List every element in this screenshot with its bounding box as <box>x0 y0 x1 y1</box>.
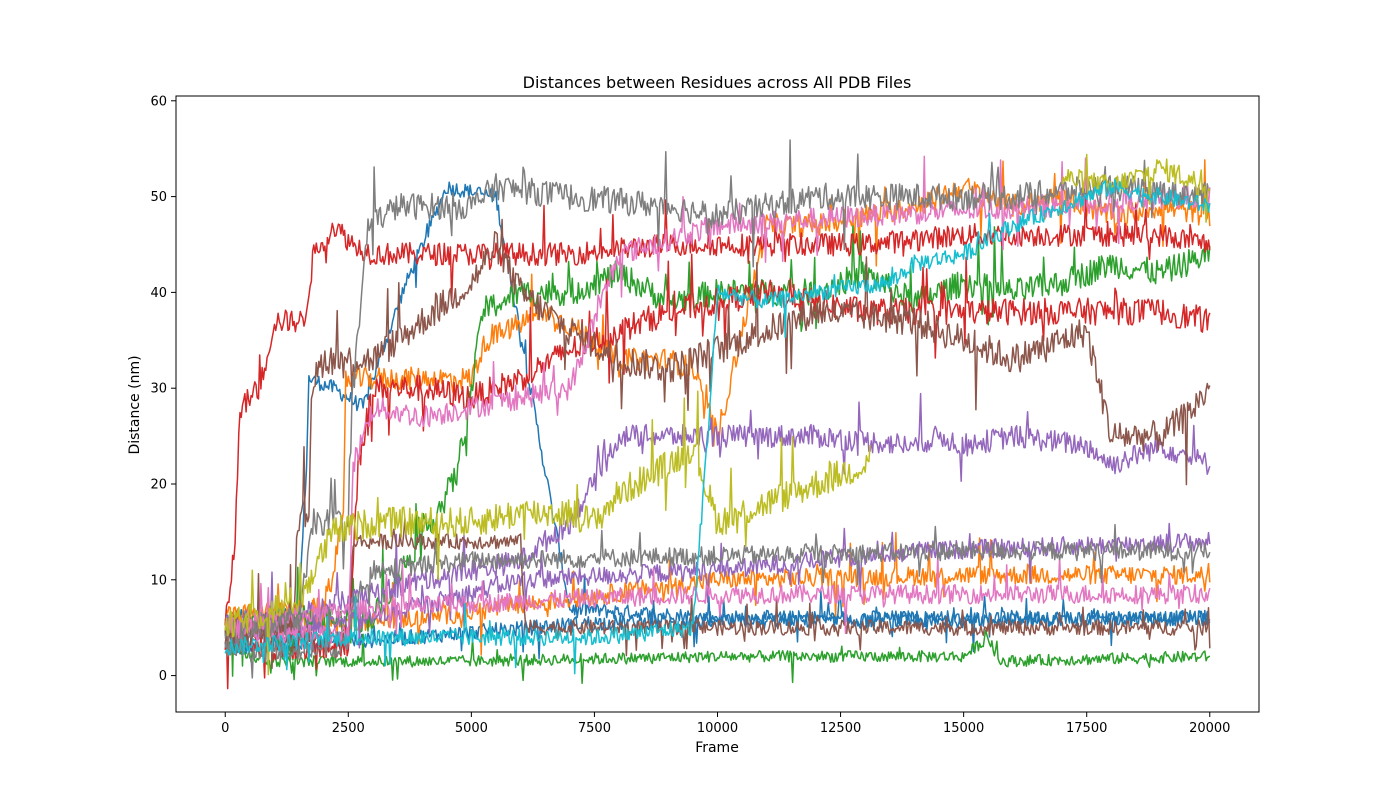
y-tick-label: 40 <box>150 286 167 301</box>
series-line-13 <box>224 552 1211 638</box>
series-line-16 <box>224 523 1211 679</box>
x-tick-label: 17500 <box>1066 721 1107 736</box>
series-line-12 <box>224 517 1211 657</box>
y-tick-label: 10 <box>150 573 167 588</box>
y-axis-label: Distance (nm) <box>127 355 143 454</box>
x-tick-label: 5000 <box>455 721 488 736</box>
x-tick-label: 7500 <box>578 721 611 736</box>
x-tick-label: 2500 <box>332 721 365 736</box>
y-tick-label: 50 <box>150 190 167 205</box>
x-axis-ticks: 0 2500 5000 7500 10000 12500 15000 17500 20000 <box>221 712 1230 736</box>
x-tick-label: 0 <box>221 721 229 736</box>
series-line-18 <box>1061 153 1211 223</box>
series-line-15 <box>224 139 1211 650</box>
y-tick-label: 60 <box>150 94 167 109</box>
y-tick-label: 20 <box>150 477 167 492</box>
series-line-17 <box>224 390 871 676</box>
x-tick-label: 20000 <box>1189 721 1230 736</box>
series-line-7 <box>224 192 1211 626</box>
chart-title: Distances between Residues across All PD… <box>523 73 912 92</box>
y-axis-ticks: 0 10 20 30 40 50 60 <box>150 94 176 684</box>
x-tick-label: 12500 <box>820 721 861 736</box>
y-tick-label: 30 <box>150 382 167 397</box>
y-tick-label: 0 <box>159 669 167 684</box>
series-line-11 <box>224 218 1211 670</box>
x-axis-label: Frame <box>695 740 739 756</box>
series-line-19 <box>224 178 1211 675</box>
series-line-9 <box>224 392 1211 656</box>
x-tick-label: 10000 <box>697 721 738 736</box>
x-tick-label: 15000 <box>943 721 984 736</box>
series-layer <box>224 139 1211 690</box>
